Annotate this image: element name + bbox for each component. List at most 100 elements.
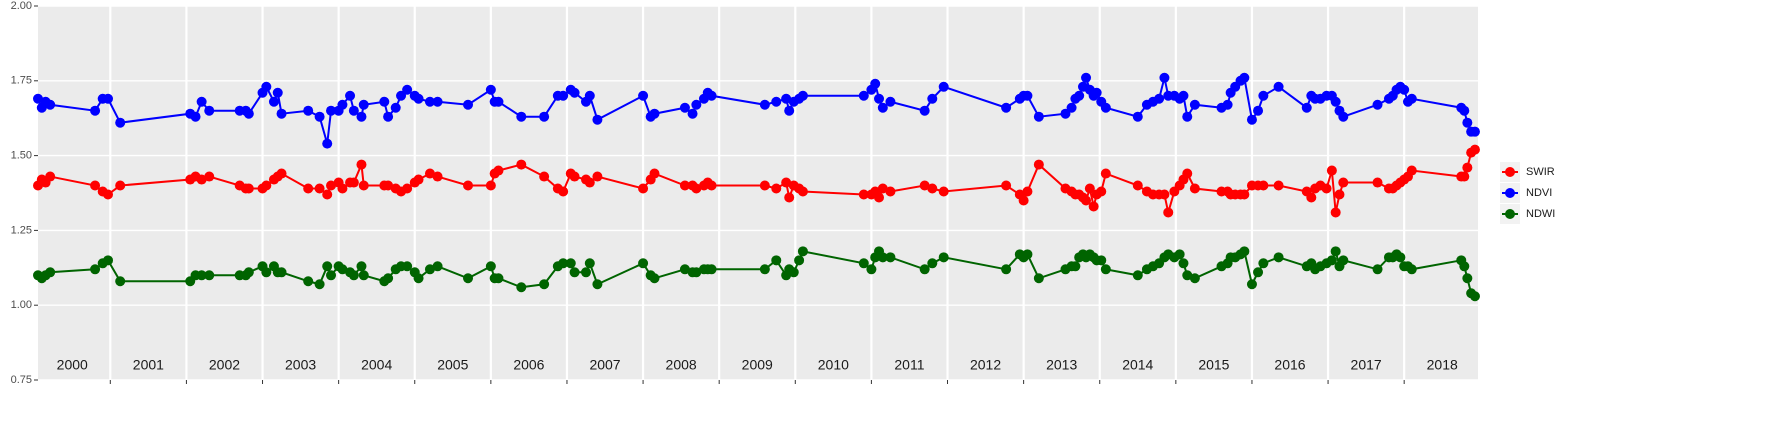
point: [424, 96, 435, 107]
point: [1462, 117, 1473, 128]
point: [1074, 90, 1085, 101]
point: [1338, 177, 1349, 188]
point: [90, 180, 101, 191]
point: [1469, 126, 1480, 137]
point: [243, 108, 254, 119]
point: [383, 111, 394, 122]
point: [196, 96, 207, 107]
point: [584, 90, 595, 101]
point: [322, 261, 333, 272]
point: [337, 99, 348, 110]
point: [706, 264, 717, 275]
year-label: 2003: [285, 357, 316, 373]
point: [337, 183, 348, 194]
point: [413, 273, 424, 284]
year-label: 2007: [589, 357, 620, 373]
point: [784, 105, 795, 116]
point: [1334, 189, 1345, 200]
point: [885, 252, 896, 263]
year-label: 2002: [209, 357, 240, 373]
point: [1182, 270, 1193, 281]
y-tick-label: 1.25: [11, 224, 32, 236]
point: [874, 192, 885, 203]
point: [797, 186, 808, 197]
point: [1070, 261, 1081, 272]
point: [781, 93, 792, 104]
year-label: 2010: [818, 357, 849, 373]
point: [1258, 258, 1269, 269]
point: [1033, 273, 1044, 284]
point: [1018, 195, 1029, 206]
point: [1399, 84, 1410, 95]
point: [584, 258, 595, 269]
point: [204, 171, 215, 182]
point: [424, 264, 435, 275]
point: [1022, 186, 1033, 197]
point: [276, 168, 287, 179]
point: [390, 102, 401, 113]
point: [358, 180, 369, 191]
point: [33, 93, 43, 104]
point: [1330, 246, 1341, 257]
point: [927, 183, 938, 194]
point: [348, 105, 359, 116]
point: [874, 93, 885, 104]
point: [322, 138, 333, 149]
legend-dot: [1505, 167, 1515, 177]
point: [638, 90, 649, 101]
series-line: [37, 74, 1475, 144]
point: [1258, 180, 1269, 191]
point: [413, 174, 424, 185]
point: [103, 255, 114, 266]
point: [314, 183, 325, 194]
point: [638, 258, 649, 269]
point: [1088, 201, 1099, 212]
point: [1253, 267, 1264, 278]
point: [1273, 180, 1284, 191]
point: [919, 264, 930, 275]
year-label: 2000: [57, 357, 88, 373]
point: [1001, 102, 1012, 113]
point: [115, 117, 126, 128]
point: [103, 93, 114, 104]
point: [1091, 87, 1102, 98]
year-label: 2004: [361, 357, 392, 373]
year-label: 2017: [1351, 357, 1382, 373]
point: [938, 186, 949, 197]
point: [1469, 144, 1480, 155]
point: [1326, 165, 1337, 176]
point: [1132, 111, 1143, 122]
point: [1459, 261, 1470, 272]
point: [1253, 105, 1264, 116]
point: [196, 174, 207, 185]
point: [358, 99, 369, 110]
point: [539, 111, 550, 122]
point: [45, 99, 56, 110]
point: [1239, 246, 1250, 257]
point: [358, 270, 369, 281]
point: [303, 183, 314, 194]
point: [584, 177, 595, 188]
point: [261, 267, 272, 278]
point: [337, 264, 348, 275]
point: [1462, 162, 1473, 173]
point: [759, 99, 770, 110]
point: [516, 282, 527, 293]
year-label: 2014: [1122, 357, 1153, 373]
point: [272, 87, 283, 98]
point: [485, 84, 496, 95]
point: [1084, 183, 1095, 194]
point: [1033, 111, 1044, 122]
point: [649, 108, 660, 119]
point: [1100, 168, 1111, 179]
point: [649, 273, 660, 284]
point: [1330, 207, 1341, 218]
point: [687, 108, 698, 119]
point: [1406, 93, 1417, 104]
point: [463, 99, 474, 110]
point: [356, 261, 367, 272]
point: [569, 171, 580, 182]
legend-dot: [1505, 188, 1515, 198]
point: [1321, 183, 1332, 194]
point: [1022, 249, 1033, 260]
